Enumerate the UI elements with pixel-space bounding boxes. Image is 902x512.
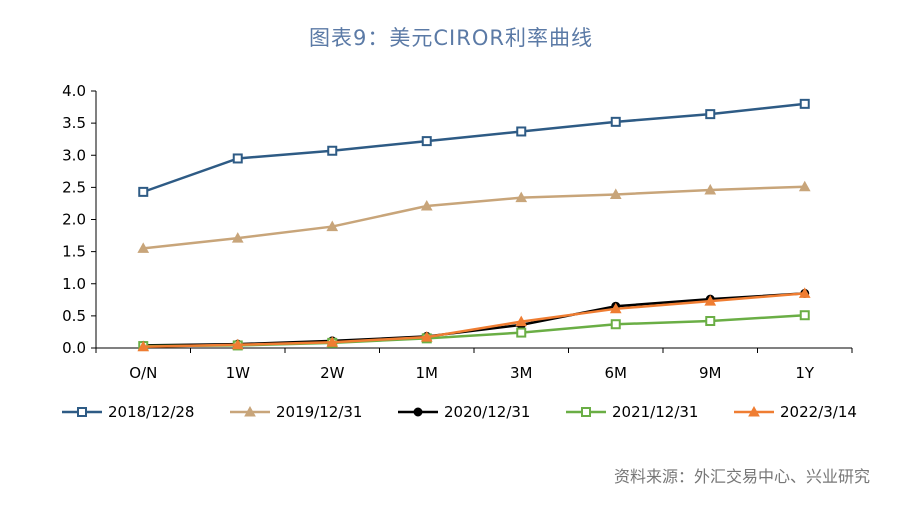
legend-item: 2019/12/31 — [230, 403, 362, 421]
data-point — [326, 336, 339, 347]
legend: 2018/12/28 2019/12/31 2020/12/31 2021/12/31… — [62, 403, 857, 421]
data-point — [231, 338, 244, 350]
data-point — [138, 186, 149, 197]
data-point — [421, 136, 432, 147]
x-tick-label: 2W — [320, 364, 345, 382]
source-note: 资料来源：外汇交易中心、兴业研究 — [613, 467, 870, 486]
data-point — [610, 116, 621, 127]
data-point — [420, 331, 433, 342]
data-point — [516, 126, 527, 137]
data-point — [231, 232, 244, 243]
legend-swatch-marker — [581, 407, 591, 417]
legend-label: 2021/12/31 — [612, 403, 698, 421]
legend-item: 2020/12/31 — [398, 403, 530, 421]
axes: 0.0 0.5 1.0 1.5 2.0 2.5 3.0 3.5 4.0 O/N 1W 2W 1M 3M 6M… — [62, 82, 853, 382]
series-line — [143, 292, 805, 348]
data-point — [704, 295, 717, 306]
data-point — [705, 316, 716, 327]
data-point — [799, 310, 810, 321]
legend-swatch-marker — [244, 405, 256, 417]
x-tick-label: O/N — [129, 364, 157, 382]
y-tick-label: 0.0 — [62, 339, 86, 357]
legend-item: 2018/12/28 — [62, 403, 194, 421]
data-point — [798, 180, 811, 192]
x-tick-label: 3M — [510, 364, 533, 382]
data-point — [609, 302, 622, 314]
legend-label: 2020/12/31 — [444, 403, 530, 421]
data-point — [326, 220, 339, 232]
legend-swatch-marker — [77, 407, 87, 417]
data-point — [232, 153, 243, 164]
x-tick-label: 1Y — [795, 364, 815, 382]
data-point — [516, 327, 527, 338]
legend-label: 2019/12/31 — [276, 403, 362, 421]
series-2 — [137, 180, 811, 253]
data-point — [137, 340, 150, 352]
x-tick-label: 1W — [226, 364, 251, 382]
series-line — [143, 185, 805, 250]
data-point — [609, 188, 622, 199]
data-point — [327, 145, 338, 156]
series-5 — [137, 287, 811, 352]
data-point — [610, 319, 621, 330]
series-1 — [138, 98, 810, 197]
legend-swatch-marker — [748, 405, 760, 417]
legend-label: 2018/12/28 — [108, 403, 194, 421]
series-line — [142, 102, 805, 194]
data-point — [515, 191, 528, 203]
legend-swatch-marker — [413, 407, 423, 417]
y-tick-label: 1.0 — [62, 275, 86, 293]
series-layer — [137, 98, 811, 352]
y-tick-label: 1.5 — [62, 243, 86, 261]
data-point — [420, 199, 433, 211]
data-point — [798, 287, 811, 298]
data-point — [515, 315, 528, 327]
y-tick-label: 3.5 — [62, 114, 86, 132]
x-tick-label: 9M — [699, 364, 722, 382]
y-tick-label: 2.0 — [62, 211, 86, 229]
x-tick-label: 6M — [605, 364, 628, 382]
y-tick-label: 4.0 — [62, 82, 86, 100]
y-tick-label: 2.5 — [62, 178, 86, 196]
data-point — [799, 98, 810, 109]
legend-label: 2022/3/14 — [780, 403, 857, 421]
y-tick-label: 3.0 — [62, 146, 86, 164]
x-tick-label: 1M — [416, 364, 439, 382]
legend-item: 2022/3/14 — [734, 403, 857, 421]
data-point — [137, 242, 150, 253]
y-tick-label: 0.5 — [62, 307, 86, 325]
data-point — [704, 183, 717, 195]
data-point — [705, 109, 716, 120]
legend-item: 2021/12/31 — [566, 403, 698, 421]
chart-title: 图表9：美元CIROR利率曲线 — [309, 26, 593, 50]
